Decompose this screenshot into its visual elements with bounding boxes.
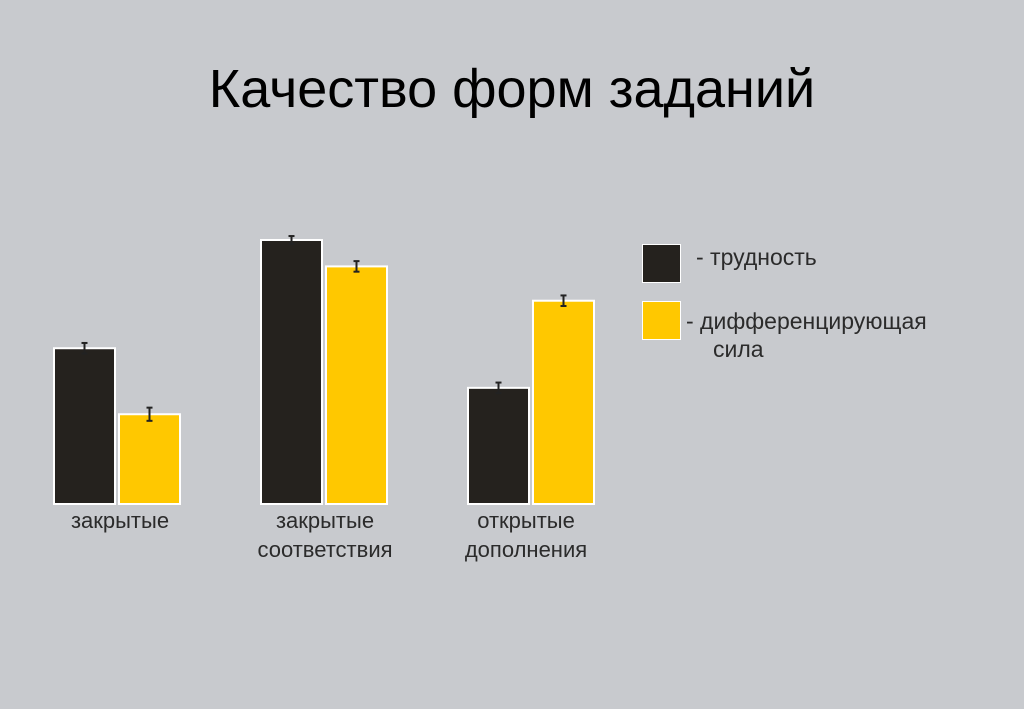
bar-0-1 [260, 239, 323, 505]
error-bar-0-1 [288, 235, 295, 245]
category-label-1: закрытые соответствия [215, 506, 435, 564]
error-bar-0-2 [495, 381, 502, 395]
category-label-2: открытые дополнения [416, 506, 636, 564]
error-bar-1-1 [353, 260, 360, 273]
legend-swatch-difficulty [642, 244, 681, 283]
category-label-line: открытые [477, 508, 575, 533]
error-bar-1-0 [146, 406, 153, 422]
legend-label-discrimination: - дифференцирующая [686, 308, 927, 334]
bar-1-0 [118, 413, 181, 505]
category-label-line: дополнения [464, 537, 588, 562]
category-label-line: соответствия [257, 537, 393, 562]
bar-1-2 [532, 299, 595, 505]
bar-1-1 [325, 265, 388, 505]
bar-0-2 [467, 386, 530, 505]
legend-label-discrimination-line2: сила [713, 336, 764, 362]
chart-title: Качество форм заданий [208, 59, 816, 119]
category-label-line: закрытые [70, 508, 170, 533]
legend-label-difficulty: - трудность [696, 244, 817, 270]
category-label-line: закрытые [275, 508, 375, 533]
bar-0-0 [53, 347, 116, 505]
legend-swatch-discrimination [642, 301, 681, 340]
error-bar-1-2 [560, 294, 567, 307]
error-bar-0-0 [81, 341, 88, 355]
category-label-0: закрытые [10, 506, 230, 535]
